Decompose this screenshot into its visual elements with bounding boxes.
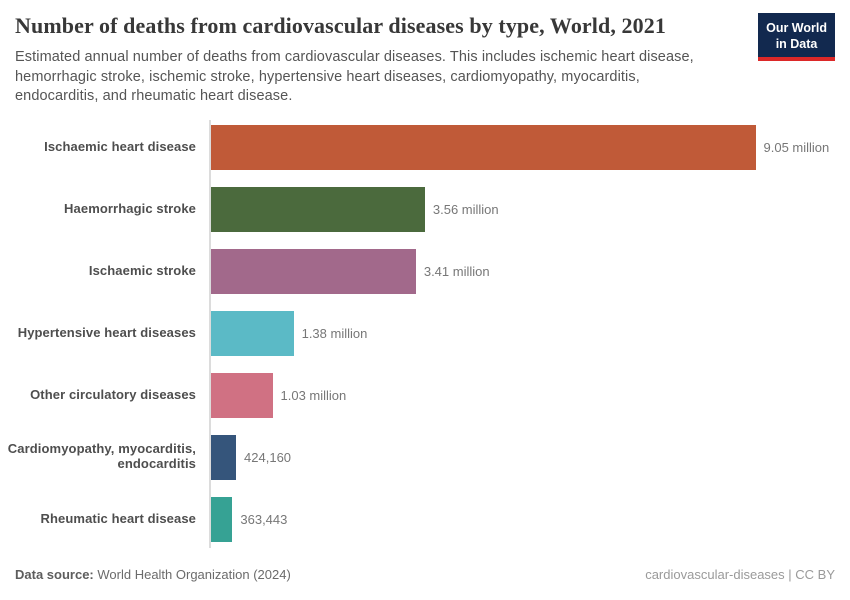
category-label: Hypertensive heart diseases xyxy=(17,324,196,340)
bar-area: 1.03 million xyxy=(209,364,850,426)
chart-row: Haemorrhagic stroke 3.56 million xyxy=(0,178,850,240)
data-source: Data source: World Health Organization (… xyxy=(15,567,291,582)
chart-row: Cardiomyopathy, myocarditis, endocarditi… xyxy=(0,426,850,488)
bar[interactable] xyxy=(210,186,425,232)
y-axis-line xyxy=(209,120,211,548)
owid-logo-line1: Our World xyxy=(766,21,827,35)
bar[interactable] xyxy=(210,434,237,480)
chart-row: Ischaemic heart disease 9.05 million xyxy=(0,116,850,178)
license-text: cardiovascular-diseases | CC BY xyxy=(645,567,835,582)
bar[interactable] xyxy=(210,496,233,542)
chart-row: Other circulatory diseases 1.03 million xyxy=(0,364,850,426)
owid-logo-line2: in Data xyxy=(775,37,818,51)
category-label: Ischaemic heart disease xyxy=(44,138,196,154)
bar-area: 9.05 million xyxy=(209,116,850,178)
category-label: Rheumatic heart disease xyxy=(40,510,196,526)
header: Number of deaths from cardiovascular dis… xyxy=(0,0,850,106)
bar[interactable] xyxy=(210,372,273,418)
bar-area: 3.41 million xyxy=(209,240,850,302)
data-source-value: World Health Organization (2024) xyxy=(97,567,291,582)
category-label: Haemorrhagic stroke xyxy=(64,200,196,216)
value-label: 9.05 million xyxy=(763,139,830,155)
bar[interactable] xyxy=(210,248,416,294)
bar-area: 3.56 million xyxy=(209,178,850,240)
category-label: Other circulatory diseases xyxy=(30,386,196,402)
value-label: 1.38 million xyxy=(301,325,368,341)
value-label: 1.03 million xyxy=(280,387,347,403)
category-label: Ischaemic stroke xyxy=(88,262,196,278)
value-label: 3.41 million xyxy=(423,263,490,279)
category-label: Cardiomyopathy, myocarditis, endocarditi… xyxy=(7,441,196,471)
chart-subtitle: Estimated annual number of deaths from c… xyxy=(15,49,694,104)
value-label: 424,160 xyxy=(244,449,292,465)
data-source-label: Data source: xyxy=(15,567,94,582)
owid-logo[interactable]: Our World in Data xyxy=(758,13,835,61)
chart-row: Hypertensive heart diseases 1.38 million xyxy=(0,302,850,364)
footer: Data source: World Health Organization (… xyxy=(15,567,835,582)
bar[interactable] xyxy=(210,310,294,356)
value-label: 3.56 million xyxy=(432,201,499,217)
bar-area: 424,160 xyxy=(209,426,850,488)
chart-row: Ischaemic stroke 3.41 million xyxy=(0,240,850,302)
chart-title: Number of deaths from cardiovascular dis… xyxy=(15,13,666,38)
bar-area: 363,443 xyxy=(209,488,850,550)
chart-row: Rheumatic heart disease 363,443 xyxy=(0,488,850,550)
bar-chart: Ischaemic heart disease 9.05 million Haemo… xyxy=(0,116,850,550)
header-text: Number of deaths from cardiovascular dis… xyxy=(15,13,715,106)
bar[interactable] xyxy=(210,124,756,170)
bar-area: 1.38 million xyxy=(209,302,850,364)
value-label: 363,443 xyxy=(240,511,288,527)
